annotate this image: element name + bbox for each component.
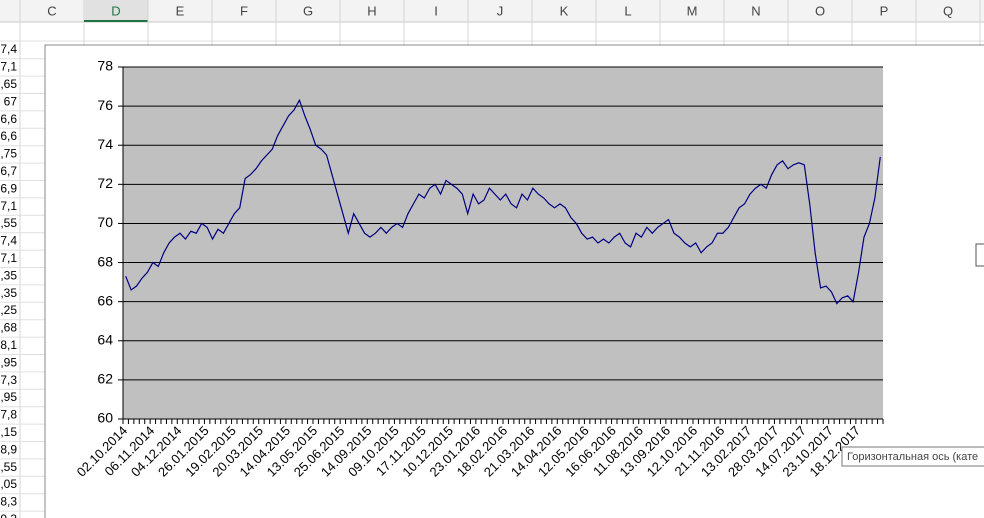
tooltip: Горизонтальная ось (кате bbox=[847, 451, 978, 463]
y-tick-label: 68 bbox=[97, 253, 113, 269]
column-header: J bbox=[497, 3, 504, 18]
cell-value: 6,9 bbox=[0, 181, 17, 195]
cell-value: 6,6 bbox=[0, 112, 17, 126]
cell-value: ,55 bbox=[0, 216, 17, 230]
cell-value: 7,3 bbox=[0, 373, 17, 387]
column-header: P bbox=[880, 3, 889, 18]
y-tick-label: 60 bbox=[97, 410, 113, 426]
tooltip-box bbox=[841, 446, 984, 467]
y-tick-label: 72 bbox=[97, 175, 113, 191]
column-header: F bbox=[240, 3, 248, 18]
column-header: H bbox=[367, 3, 376, 18]
cell-value: 7,1 bbox=[0, 251, 17, 265]
y-tick-label: 66 bbox=[97, 292, 113, 308]
cell-value: ,68 bbox=[0, 321, 17, 335]
x-tick-marks bbox=[122, 419, 884, 424]
y-tick-label: 76 bbox=[97, 97, 113, 113]
column-header: E bbox=[176, 3, 185, 18]
column-header: Q bbox=[943, 3, 953, 18]
y-tick-label: 64 bbox=[97, 331, 113, 347]
cell-value: 7,1 bbox=[0, 60, 17, 74]
cell-value: 7,1 bbox=[0, 199, 17, 213]
column-header: D bbox=[111, 3, 120, 18]
cell-value: ,65 bbox=[0, 77, 17, 91]
cell-value: 9,3 bbox=[0, 512, 17, 518]
y-tick-label: 78 bbox=[97, 58, 113, 74]
column-header: C bbox=[47, 3, 56, 18]
column-header: K bbox=[560, 3, 569, 18]
data-line bbox=[125, 98, 881, 305]
cell-value: 8,3 bbox=[0, 495, 17, 509]
cell-value: ,95 bbox=[0, 390, 17, 404]
cell-value: 6,7 bbox=[0, 164, 17, 178]
cell-value: ,35 bbox=[0, 268, 17, 282]
cell-value: 7,8 bbox=[0, 408, 17, 422]
cell-value: ,55 bbox=[0, 460, 17, 474]
column-header: L bbox=[624, 3, 631, 18]
cell-value: 6,6 bbox=[0, 129, 17, 143]
cell-value: 8,1 bbox=[0, 338, 17, 352]
cell-value: 7,4 bbox=[0, 42, 17, 56]
cell-value: ,75 bbox=[0, 147, 17, 161]
cell-value: ,05 bbox=[0, 477, 17, 491]
column-header: N bbox=[751, 3, 760, 18]
y-tick-label: 62 bbox=[97, 371, 113, 387]
resize-handle[interactable] bbox=[975, 243, 984, 267]
plot-area bbox=[123, 67, 883, 419]
column-header: M bbox=[687, 3, 698, 18]
column-header: O bbox=[815, 3, 825, 18]
cell-value: 67 bbox=[4, 94, 18, 108]
cell-value: ,15 bbox=[0, 425, 17, 439]
cell-value: ,95 bbox=[0, 355, 17, 369]
column-header-bar bbox=[0, 0, 984, 22]
cell-value: ,35 bbox=[0, 286, 17, 300]
cell-value: 7,4 bbox=[0, 234, 17, 248]
y-tick-label: 70 bbox=[97, 214, 113, 230]
cell-value: 8,9 bbox=[0, 442, 17, 456]
column-header: I bbox=[434, 3, 438, 18]
cell-value: ,25 bbox=[0, 303, 17, 317]
y-tick-label: 74 bbox=[97, 136, 113, 152]
selected-column-header bbox=[84, 0, 148, 22]
column-header: G bbox=[303, 3, 313, 18]
